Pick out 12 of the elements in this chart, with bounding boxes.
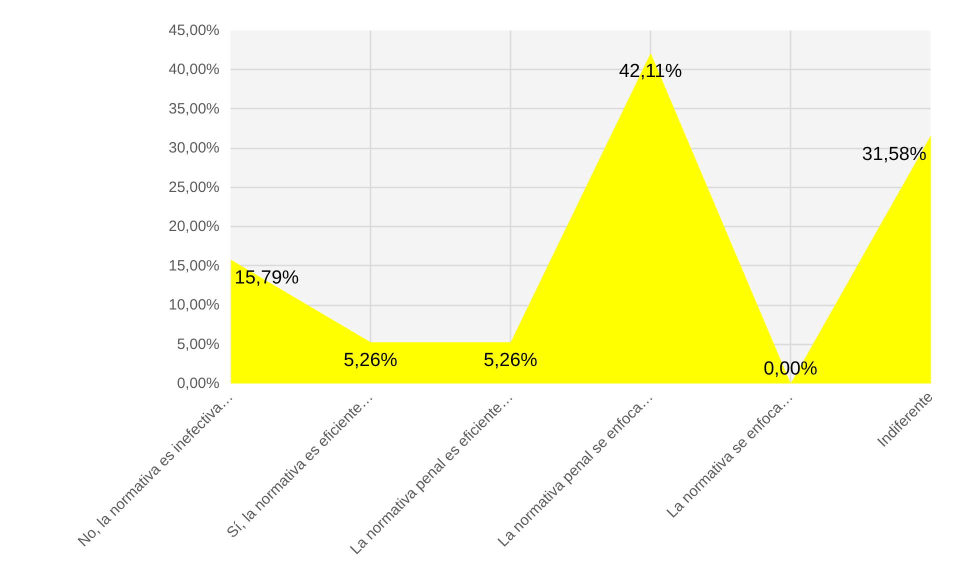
y-tick-label: 25,00% — [168, 178, 220, 196]
y-tick-label: 5,00% — [176, 336, 220, 353]
y-tick-label: 45,00% — [168, 22, 220, 39]
y-tick-label: 20,00% — [168, 218, 220, 236]
data-label: 5,26% — [484, 350, 538, 372]
y-tick-label: 15,00% — [168, 257, 220, 274]
y-tick-label: 10,00% — [168, 296, 220, 314]
y-tick-label: 30,00% — [168, 140, 220, 157]
y-tick-label: 40,00% — [168, 61, 220, 78]
y-tick-label: 35,00% — [168, 100, 220, 118]
y-tick-label: 0,00% — [176, 375, 220, 392]
data-label: 5,26% — [344, 350, 398, 372]
